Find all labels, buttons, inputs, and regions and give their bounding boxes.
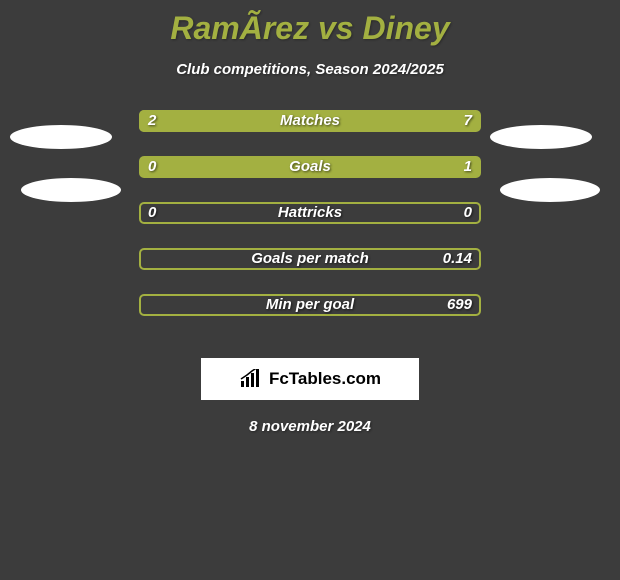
decorative-ellipse bbox=[10, 125, 112, 149]
decorative-ellipse bbox=[500, 178, 600, 202]
stat-label: Min per goal bbox=[139, 294, 481, 316]
stat-value-left: 0 bbox=[148, 202, 156, 224]
stat-value-left: 2 bbox=[148, 110, 156, 132]
stat-value-right: 1 bbox=[464, 156, 472, 178]
stat-row: Goals per match0.14 bbox=[0, 248, 620, 294]
decorative-ellipse bbox=[490, 125, 592, 149]
stat-value-left: 0 bbox=[148, 156, 156, 178]
stat-label: Goals bbox=[139, 156, 481, 178]
stat-value-right: 699 bbox=[447, 294, 472, 316]
stat-label: Matches bbox=[139, 110, 481, 132]
stat-row: Hattricks0 0 bbox=[0, 202, 620, 248]
footer-date: 8 november 2024 bbox=[0, 418, 620, 435]
chart-icon bbox=[239, 369, 263, 389]
page-title: RamÃ­rez vs Diney bbox=[0, 0, 620, 47]
stat-value-right: 0.14 bbox=[443, 248, 472, 270]
stat-label: Hattricks bbox=[139, 202, 481, 224]
stat-row: Min per goal699 bbox=[0, 294, 620, 340]
footer-logo: FcTables.com bbox=[201, 358, 419, 400]
decorative-ellipse bbox=[21, 178, 121, 202]
stat-value-right: 7 bbox=[464, 110, 472, 132]
footer-logo-text: FcTables.com bbox=[269, 369, 381, 389]
stat-label: Goals per match bbox=[139, 248, 481, 270]
page-subtitle: Club competitions, Season 2024/2025 bbox=[0, 61, 620, 78]
stat-value-right: 0 bbox=[464, 202, 472, 224]
